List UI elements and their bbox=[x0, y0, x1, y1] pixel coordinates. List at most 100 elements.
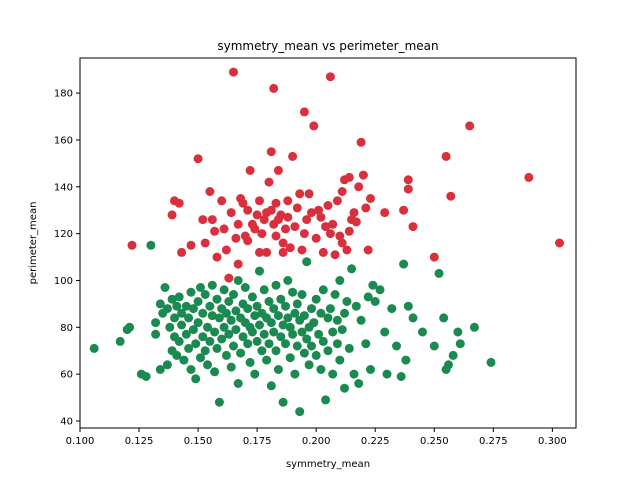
scatter-point bbox=[299, 348, 309, 358]
scatter-point bbox=[292, 341, 302, 351]
scatter-point bbox=[262, 247, 272, 257]
y-axis-ticks: 40 60 80 100 120 140 160 180 bbox=[54, 89, 80, 427]
scatter-point bbox=[309, 318, 319, 328]
x-axis-label: symmetry_mean bbox=[286, 459, 370, 470]
scatter-point bbox=[276, 294, 286, 304]
y-tick-label: 160 bbox=[54, 135, 73, 146]
scatter-point bbox=[233, 379, 243, 388]
scatter-point bbox=[257, 229, 267, 239]
scatter-point bbox=[167, 210, 177, 220]
scatter-point bbox=[233, 219, 243, 229]
scatter-point bbox=[330, 250, 340, 260]
scatter-point bbox=[207, 280, 217, 290]
scatter-point bbox=[363, 292, 373, 302]
scatter-point bbox=[231, 233, 241, 243]
scatter-point bbox=[226, 315, 236, 325]
scatter-point bbox=[351, 301, 361, 311]
scatter-point bbox=[221, 308, 231, 318]
scatter-point bbox=[290, 222, 300, 232]
scatter-point bbox=[448, 350, 458, 360]
scatter-point bbox=[335, 276, 345, 285]
x-tick-label: 0.225 bbox=[361, 436, 390, 447]
y-tick-label: 100 bbox=[54, 276, 73, 287]
scatter-point bbox=[349, 369, 359, 379]
scatter-point bbox=[181, 329, 191, 339]
scatter-point bbox=[141, 372, 151, 381]
scatter-point bbox=[252, 210, 262, 220]
scatter-point bbox=[380, 208, 390, 218]
scatter-point bbox=[366, 194, 375, 203]
scatter-point bbox=[269, 83, 279, 93]
scatter-point bbox=[276, 210, 286, 220]
scatter-point bbox=[212, 252, 222, 262]
scatter-point bbox=[285, 322, 295, 332]
scatter-point bbox=[224, 297, 234, 306]
scatter-point bbox=[290, 308, 300, 318]
x-axis-ticks: 0.100 0.125 0.150 0.175 0.200 0.225 0.250 0.275… bbox=[66, 428, 567, 447]
scatter-point bbox=[325, 304, 335, 314]
scatter-point bbox=[307, 208, 316, 218]
scatter-point bbox=[151, 318, 161, 328]
scatter-point bbox=[89, 343, 99, 353]
scatter-point bbox=[210, 367, 220, 377]
scatter-point bbox=[219, 322, 229, 332]
scatter-point bbox=[403, 175, 413, 185]
scatter-point bbox=[174, 292, 184, 302]
scatter-point bbox=[337, 325, 347, 335]
scatter-point bbox=[290, 369, 300, 379]
scatter-point bbox=[255, 247, 264, 257]
scatter-point bbox=[245, 357, 255, 367]
scatter-point bbox=[203, 322, 212, 332]
scatter-point bbox=[361, 203, 371, 213]
scatter-point bbox=[269, 304, 279, 314]
scatter-point bbox=[243, 304, 253, 314]
scatter-point bbox=[375, 285, 385, 295]
scatter-point bbox=[299, 229, 309, 239]
scatter-point bbox=[304, 189, 314, 199]
scatter-point bbox=[207, 311, 217, 321]
scatter-point bbox=[524, 172, 534, 182]
scatter-point bbox=[236, 348, 246, 358]
scatter-point bbox=[330, 290, 340, 299]
scatter-point bbox=[316, 308, 326, 318]
scatter-point bbox=[444, 360, 453, 370]
scatter-point bbox=[191, 339, 201, 349]
scatter-point bbox=[469, 322, 479, 332]
scatter-point bbox=[273, 165, 283, 175]
scatter-point bbox=[151, 329, 161, 339]
scatter-point bbox=[198, 308, 208, 318]
scatter-point bbox=[309, 121, 319, 131]
scatter-point bbox=[307, 341, 316, 351]
scatter-point bbox=[325, 229, 335, 239]
scatter-point bbox=[297, 245, 307, 255]
scatter-point bbox=[288, 151, 298, 161]
scatter-point bbox=[205, 301, 215, 311]
scatter-point bbox=[181, 301, 191, 311]
scatter-point bbox=[486, 357, 496, 367]
scatter-point bbox=[344, 343, 354, 353]
scatter-point bbox=[193, 154, 203, 164]
scatter-point bbox=[328, 369, 338, 379]
scatter-point bbox=[382, 369, 392, 379]
scatter-point bbox=[318, 285, 328, 295]
scatter-point bbox=[299, 311, 309, 321]
scatter-point bbox=[441, 151, 451, 161]
scatter-point bbox=[266, 205, 276, 215]
scatter-point bbox=[264, 297, 274, 306]
scatter-point bbox=[259, 285, 269, 295]
scatter-point bbox=[259, 215, 269, 225]
scatter-point bbox=[264, 339, 274, 349]
scatter-point bbox=[299, 107, 309, 117]
x-tick-label: 0.125 bbox=[125, 436, 154, 447]
scatter-point bbox=[295, 189, 305, 199]
scatter-point bbox=[193, 297, 203, 306]
scatter-point bbox=[179, 355, 189, 365]
scatter-point bbox=[205, 187, 215, 196]
scatter-point bbox=[174, 336, 184, 346]
scatter-point bbox=[408, 222, 418, 232]
scatter-point bbox=[247, 327, 257, 337]
scatter-point bbox=[200, 290, 210, 299]
scatter-point bbox=[281, 224, 290, 234]
scatter-point bbox=[455, 339, 465, 349]
